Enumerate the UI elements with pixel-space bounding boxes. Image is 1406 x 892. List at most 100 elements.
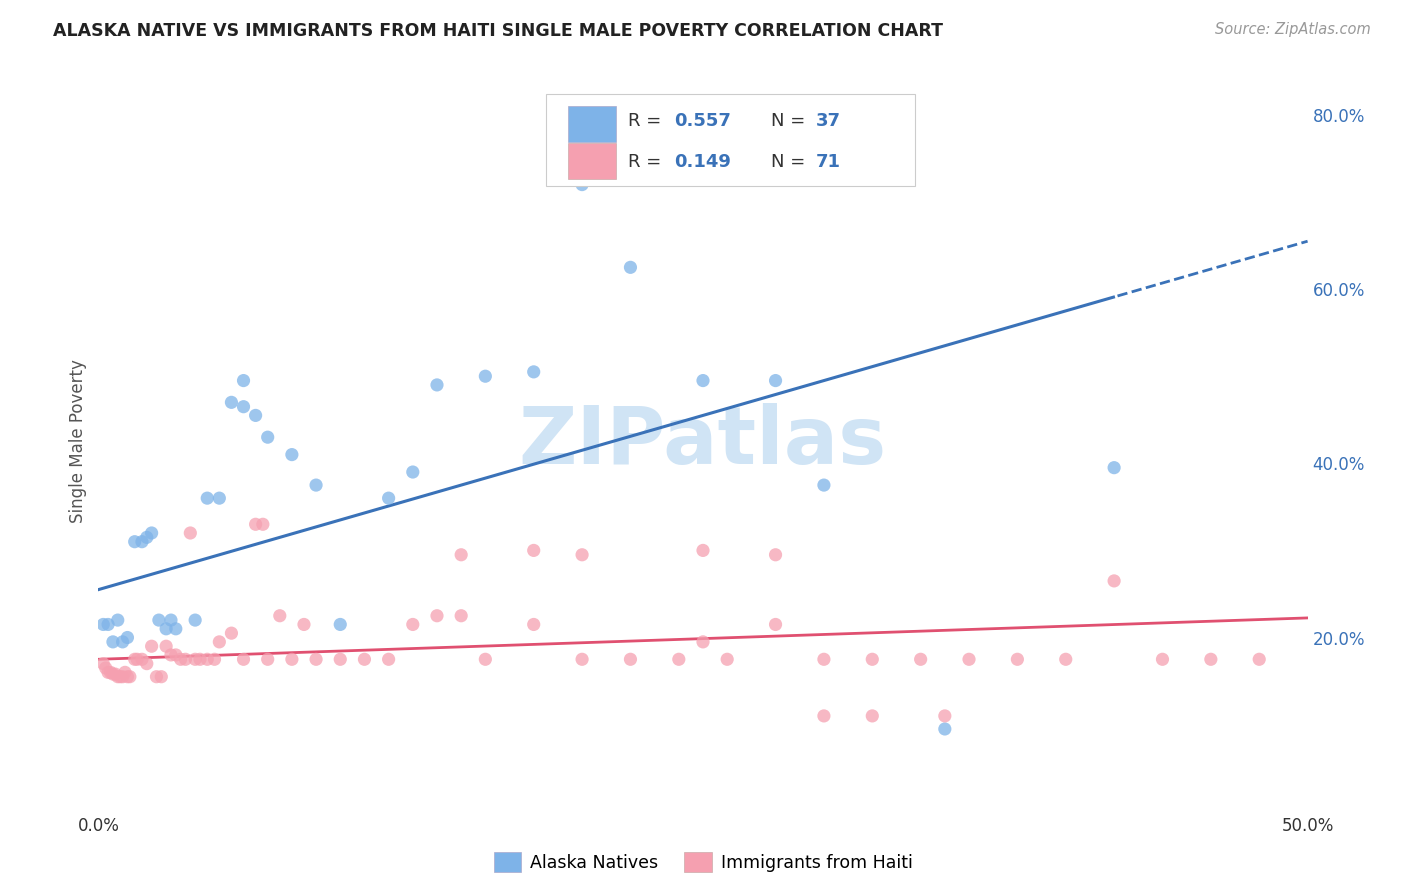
- Point: [377, 491, 399, 505]
- Point: [860, 709, 883, 723]
- Point: [329, 617, 352, 632]
- Point: [111, 635, 134, 649]
- Legend: Alaska Natives, Immigrants from Haiti: Alaska Natives, Immigrants from Haiti: [486, 845, 920, 879]
- Point: [292, 617, 315, 632]
- Point: [692, 635, 714, 649]
- Point: [716, 652, 738, 666]
- Point: [668, 652, 690, 666]
- Point: [118, 670, 141, 684]
- Point: [934, 722, 956, 736]
- Point: [221, 395, 243, 409]
- Point: [101, 667, 124, 681]
- Point: [329, 652, 352, 666]
- Point: [94, 661, 117, 675]
- Point: [91, 657, 114, 671]
- Point: [107, 613, 129, 627]
- Point: [523, 543, 546, 558]
- Point: [111, 670, 134, 684]
- Point: [124, 652, 146, 666]
- Point: [1199, 652, 1222, 666]
- Text: ZIPatlas: ZIPatlas: [519, 402, 887, 481]
- Point: [934, 709, 956, 723]
- Point: [305, 478, 328, 492]
- Point: [474, 652, 496, 666]
- Point: [104, 667, 127, 681]
- Point: [208, 635, 231, 649]
- Point: [571, 548, 593, 562]
- FancyBboxPatch shape: [568, 144, 616, 178]
- Point: [160, 613, 183, 627]
- Point: [195, 652, 218, 666]
- Point: [135, 530, 157, 544]
- Text: Source: ZipAtlas.com: Source: ZipAtlas.com: [1215, 22, 1371, 37]
- Point: [619, 652, 641, 666]
- Point: [160, 648, 183, 662]
- Text: 71: 71: [815, 153, 841, 170]
- Point: [150, 670, 173, 684]
- Point: [184, 613, 207, 627]
- Point: [813, 709, 835, 723]
- Point: [402, 465, 425, 479]
- Point: [474, 369, 496, 384]
- Point: [910, 652, 932, 666]
- Point: [256, 430, 278, 444]
- Point: [208, 491, 231, 505]
- Point: [1102, 574, 1125, 588]
- Text: R =: R =: [628, 112, 666, 130]
- Point: [957, 652, 980, 666]
- Text: R =: R =: [628, 153, 666, 170]
- Point: [377, 652, 399, 666]
- Point: [1102, 460, 1125, 475]
- Point: [195, 491, 218, 505]
- Point: [131, 534, 153, 549]
- Point: [114, 665, 136, 680]
- Point: [281, 652, 304, 666]
- Point: [131, 652, 153, 666]
- Point: [100, 665, 122, 680]
- Point: [165, 622, 187, 636]
- Point: [232, 652, 254, 666]
- Point: [256, 652, 278, 666]
- Point: [426, 378, 449, 392]
- Point: [117, 631, 139, 645]
- Point: [232, 374, 254, 388]
- Point: [174, 652, 197, 666]
- Point: [245, 409, 267, 423]
- Y-axis label: Single Male Poverty: Single Male Poverty: [69, 359, 87, 524]
- Point: [450, 548, 472, 562]
- Point: [692, 374, 714, 388]
- Point: [1152, 652, 1174, 666]
- Point: [571, 178, 593, 192]
- Point: [305, 652, 328, 666]
- Text: 0.557: 0.557: [673, 112, 731, 130]
- Point: [107, 670, 129, 684]
- Point: [155, 639, 177, 653]
- Point: [523, 365, 546, 379]
- Point: [571, 652, 593, 666]
- Point: [148, 613, 170, 627]
- Point: [252, 517, 274, 532]
- Point: [765, 548, 787, 562]
- Point: [184, 652, 207, 666]
- Point: [765, 617, 787, 632]
- Point: [281, 448, 304, 462]
- Point: [813, 652, 835, 666]
- Point: [402, 617, 425, 632]
- Point: [813, 478, 835, 492]
- Point: [145, 670, 167, 684]
- Point: [1054, 652, 1077, 666]
- Text: N =: N =: [770, 153, 811, 170]
- Point: [91, 617, 114, 632]
- Point: [188, 652, 211, 666]
- Point: [179, 526, 201, 541]
- Point: [426, 608, 449, 623]
- Text: 37: 37: [815, 112, 841, 130]
- Point: [523, 617, 546, 632]
- Point: [619, 260, 641, 275]
- Text: ALASKA NATIVE VS IMMIGRANTS FROM HAITI SINGLE MALE POVERTY CORRELATION CHART: ALASKA NATIVE VS IMMIGRANTS FROM HAITI S…: [53, 22, 943, 40]
- Point: [353, 652, 375, 666]
- FancyBboxPatch shape: [546, 94, 915, 186]
- Point: [141, 526, 163, 541]
- Point: [101, 635, 124, 649]
- Point: [221, 626, 243, 640]
